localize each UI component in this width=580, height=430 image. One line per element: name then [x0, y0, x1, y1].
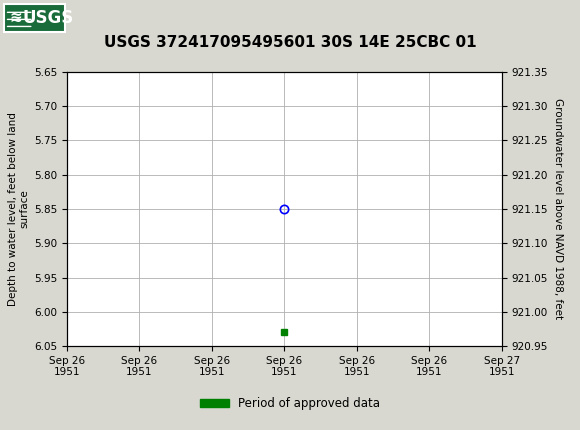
- Text: ≋: ≋: [10, 10, 23, 25]
- FancyBboxPatch shape: [4, 3, 65, 32]
- Y-axis label: Groundwater level above NAVD 1988, feet: Groundwater level above NAVD 1988, feet: [553, 98, 564, 319]
- Text: USGS: USGS: [23, 9, 74, 27]
- Text: USGS 372417095495601 30S 14E 25CBC 01: USGS 372417095495601 30S 14E 25CBC 01: [104, 35, 476, 50]
- Legend: Period of approved data: Period of approved data: [195, 393, 385, 415]
- Y-axis label: Depth to water level, feet below land
surface: Depth to water level, feet below land su…: [8, 112, 30, 306]
